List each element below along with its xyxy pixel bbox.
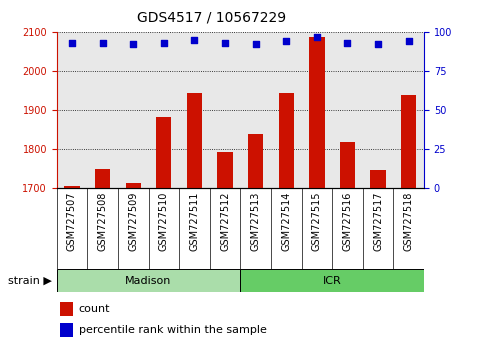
Point <box>190 37 198 42</box>
Point <box>344 40 352 46</box>
Bar <box>60 302 73 316</box>
Point <box>99 40 106 46</box>
Text: GSM727508: GSM727508 <box>98 192 107 251</box>
Bar <box>401 95 416 188</box>
Text: GSM727510: GSM727510 <box>159 192 169 251</box>
Bar <box>279 93 294 188</box>
Point <box>313 34 321 39</box>
Text: GSM727513: GSM727513 <box>250 192 261 251</box>
Text: GSM727515: GSM727515 <box>312 192 322 251</box>
Point <box>160 40 168 46</box>
Text: GSM727511: GSM727511 <box>189 192 200 251</box>
Bar <box>370 170 386 188</box>
Text: percentile rank within the sample: percentile rank within the sample <box>79 325 267 335</box>
Point <box>221 40 229 46</box>
Bar <box>60 323 73 337</box>
Text: GSM727512: GSM727512 <box>220 192 230 251</box>
Point <box>374 41 382 47</box>
Bar <box>126 183 141 188</box>
Bar <box>217 152 233 188</box>
Text: count: count <box>79 304 110 314</box>
Bar <box>187 93 202 188</box>
Point <box>252 41 260 47</box>
Text: GSM727507: GSM727507 <box>67 192 77 251</box>
Bar <box>65 187 80 188</box>
Text: GDS4517 / 10567229: GDS4517 / 10567229 <box>138 11 286 25</box>
Text: ICR: ICR <box>323 275 342 286</box>
Text: GSM727509: GSM727509 <box>128 192 138 251</box>
FancyBboxPatch shape <box>57 269 241 292</box>
Text: GSM727514: GSM727514 <box>281 192 291 251</box>
Point <box>282 38 290 44</box>
Bar <box>95 169 110 188</box>
Point <box>129 41 137 47</box>
Point <box>405 38 413 44</box>
Text: GSM727518: GSM727518 <box>404 192 414 251</box>
Bar <box>156 117 172 188</box>
FancyBboxPatch shape <box>241 269 424 292</box>
Text: GSM727517: GSM727517 <box>373 192 383 251</box>
Point <box>68 40 76 46</box>
Text: GSM727516: GSM727516 <box>343 192 352 251</box>
Text: Madison: Madison <box>125 275 172 286</box>
Bar <box>309 36 324 188</box>
Bar <box>340 142 355 188</box>
Text: strain ▶: strain ▶ <box>8 275 52 286</box>
Bar <box>248 134 263 188</box>
